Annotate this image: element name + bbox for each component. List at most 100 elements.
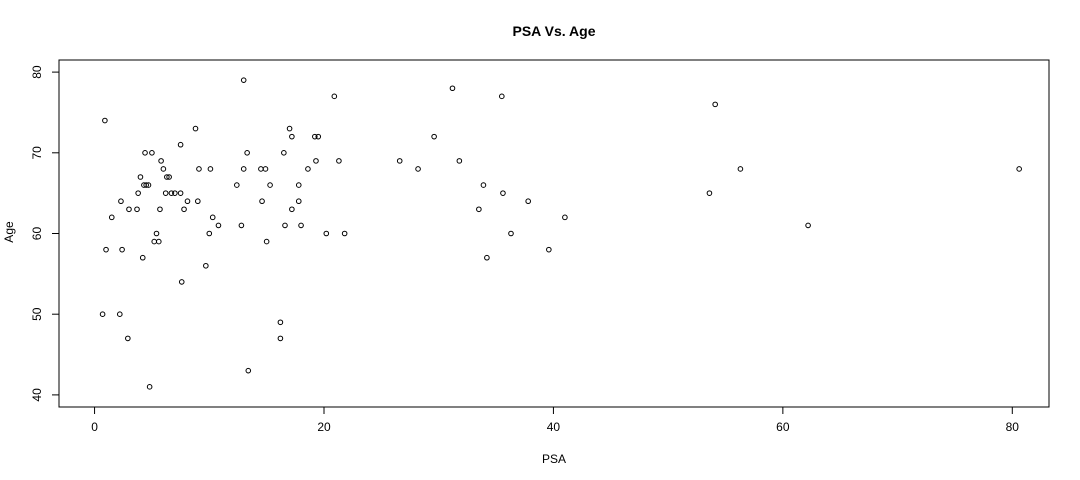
y-axis: 40 50 60 70 80 — [30, 65, 60, 402]
data-point — [737, 166, 744, 172]
x-tick-label: 20 — [317, 420, 331, 434]
data-point — [1016, 166, 1022, 172]
data-point — [500, 190, 506, 196]
data-point — [137, 174, 144, 180]
plot-frame — [58, 59, 1050, 408]
data-point — [267, 182, 273, 188]
data-point — [262, 166, 269, 172]
x-tick-label: 60 — [776, 420, 790, 434]
data-point — [244, 150, 250, 156]
data-point — [312, 133, 318, 140]
data-point — [341, 230, 348, 237]
y-tick-label: 60 — [30, 227, 44, 241]
data-point — [805, 222, 811, 229]
data-point — [203, 262, 209, 269]
data-point — [206, 230, 213, 237]
data-point — [164, 174, 170, 180]
data-point — [168, 190, 175, 196]
data-point — [178, 279, 185, 285]
data-point — [119, 246, 125, 253]
data-point — [196, 166, 202, 172]
data-point — [209, 214, 216, 221]
data-point — [298, 222, 304, 229]
data-point — [157, 206, 163, 213]
data-point — [706, 190, 713, 196]
data-point — [562, 214, 568, 221]
data-point — [172, 190, 178, 196]
data-point — [331, 93, 338, 100]
data-point — [139, 254, 146, 261]
y-tick-label: 70 — [30, 146, 44, 160]
data-point — [177, 141, 184, 148]
data-point — [135, 190, 141, 196]
data-point — [99, 311, 106, 317]
data-point — [499, 93, 505, 100]
data-point — [277, 335, 284, 342]
y-tick-label: 40 — [30, 388, 44, 402]
data-point — [215, 222, 222, 229]
data-point — [245, 367, 252, 374]
data-point — [259, 198, 265, 205]
data-point — [508, 230, 514, 237]
data-point — [151, 238, 158, 245]
data-point — [184, 198, 191, 205]
data-point — [240, 77, 247, 83]
data-point — [289, 206, 295, 213]
data-point — [116, 311, 123, 317]
y-axis-label: Age — [2, 221, 16, 243]
data-point — [177, 190, 184, 196]
data-points — [99, 77, 1022, 390]
data-point — [336, 158, 342, 164]
data-point — [195, 198, 201, 205]
data-point — [149, 150, 155, 156]
data-point — [315, 133, 322, 140]
data-point — [145, 182, 152, 188]
data-point — [238, 222, 245, 229]
data-point — [207, 166, 214, 172]
data-point — [546, 246, 552, 253]
data-point — [281, 150, 287, 156]
data-point — [166, 174, 172, 180]
data-point — [162, 190, 169, 196]
data-point — [142, 150, 148, 156]
data-point — [286, 125, 293, 132]
data-point — [153, 230, 160, 237]
data-point — [126, 206, 132, 213]
data-point — [476, 206, 482, 213]
data-point — [712, 101, 718, 108]
data-point — [240, 166, 247, 172]
data-point — [305, 166, 311, 172]
data-point — [295, 198, 302, 205]
data-point — [134, 206, 140, 213]
data-point — [102, 117, 108, 124]
data-point — [456, 158, 463, 164]
data-point — [480, 182, 487, 188]
data-point — [160, 166, 167, 172]
x-axis: 0 20 40 60 80 — [91, 406, 1020, 434]
chart-title: PSA Vs. Age — [513, 23, 596, 39]
data-point — [263, 238, 270, 245]
data-point — [277, 319, 284, 326]
x-tick-label: 40 — [547, 420, 561, 434]
data-point — [146, 384, 153, 390]
data-point — [192, 125, 199, 132]
data-point — [181, 206, 187, 213]
data-point — [125, 335, 131, 342]
data-point — [282, 222, 288, 229]
y-tick-label: 50 — [30, 307, 44, 321]
data-point — [258, 166, 264, 172]
data-point — [234, 182, 240, 188]
data-point — [323, 230, 330, 237]
data-point — [484, 254, 490, 261]
data-point — [118, 198, 124, 205]
data-point — [449, 85, 456, 92]
data-point — [525, 198, 531, 205]
data-point — [103, 246, 109, 253]
x-axis-label: PSA — [542, 452, 566, 466]
data-point — [431, 133, 437, 140]
data-point — [396, 158, 403, 164]
x-tick-label: 80 — [1006, 420, 1020, 434]
data-point — [143, 182, 149, 188]
data-point — [108, 214, 115, 221]
